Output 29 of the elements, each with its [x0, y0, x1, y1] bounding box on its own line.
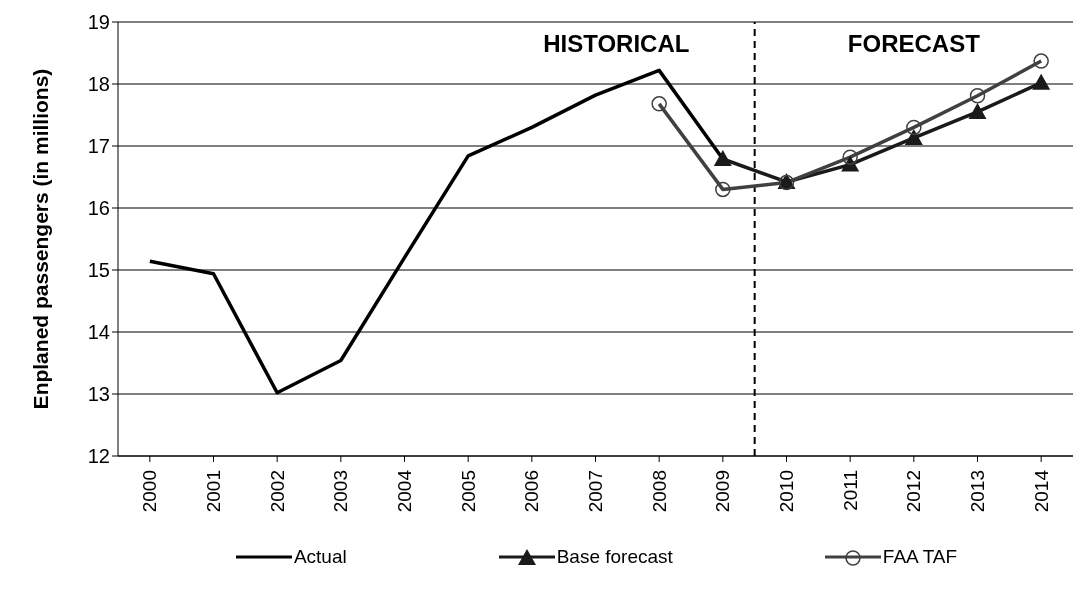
- x-tick-label: 2004: [394, 469, 415, 513]
- x-tick-label: 2000: [139, 470, 161, 513]
- x-tick-label: 2005: [457, 470, 479, 513]
- x-tick-label: 2012: [903, 470, 925, 513]
- x-tick-label: 2009: [712, 470, 734, 513]
- annotation: HISTORICAL: [543, 30, 690, 57]
- annotation: FORECAST: [847, 30, 981, 57]
- x-tick-label: 2007: [585, 470, 606, 513]
- legend-label: Actual: [293, 546, 347, 568]
- x-tick-label: 2008: [648, 470, 670, 513]
- x-tick-label: 2001: [203, 470, 224, 513]
- x-tick-label: 2006: [521, 470, 543, 513]
- y-tick-label: 15: [87, 259, 110, 282]
- y-tick-label: 13: [87, 383, 110, 406]
- x-tick-label: 2002: [266, 470, 288, 513]
- legend-label: FAA TAF: [882, 546, 958, 568]
- y-tick-label: 17: [87, 135, 110, 158]
- x-tick-label: 2013: [967, 470, 988, 513]
- y-tick-label: 14: [87, 321, 110, 344]
- legend-label: Base forecast: [556, 546, 673, 568]
- y-tick-label: 16: [87, 197, 110, 220]
- y-axis-title: Enplaned passengers (in millions): [28, 68, 52, 410]
- y-tick-label: 12: [87, 445, 110, 468]
- x-tick-label: 2011: [839, 470, 861, 511]
- x-tick-label: 2010: [776, 470, 797, 513]
- x-tick-label: 2014: [1030, 469, 1052, 513]
- y-tick-label: 18: [87, 73, 110, 96]
- x-tick-label: 2003: [330, 470, 352, 513]
- y-tick-label: 19: [87, 11, 110, 34]
